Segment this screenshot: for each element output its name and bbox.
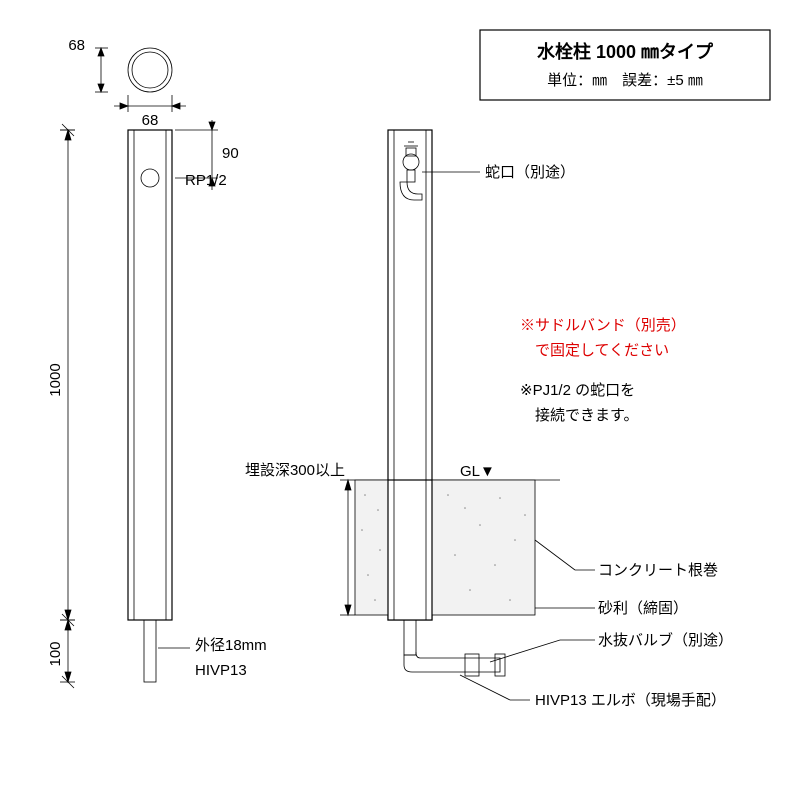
section-circle (128, 48, 172, 92)
dim-faucet-offset: 90 (222, 145, 239, 162)
note-red1: ※サドルバンド（別売） (520, 317, 686, 334)
gl-label: GL▼ (460, 463, 495, 480)
pipe-spec: HIVP13 (195, 662, 247, 679)
title-main: 水栓柱 1000 ㎜タイプ (537, 41, 714, 62)
dim-pipe-below: 100 (47, 641, 64, 666)
note-black1: ※PJ1/2 の蛇口を (520, 382, 635, 399)
front-column (128, 130, 172, 620)
dim-top-height: 68 (68, 37, 85, 54)
pipe-od: 外径18mm (195, 637, 267, 654)
drain-valve-label: 水抜バルブ（別途） (598, 631, 733, 649)
dim-top-width: 68 (142, 112, 159, 129)
bottom-pipe-side (404, 620, 505, 676)
faucet-label: 蛇口（別途） (485, 164, 575, 181)
elbow-label: HIVP13 エルボ（現場手配） (535, 692, 726, 709)
note-black2: 接続できます。 (520, 407, 639, 424)
concrete-label: コンクリート根巻 (598, 562, 718, 579)
concrete-block (355, 480, 535, 615)
dim-height: 1000 (47, 363, 64, 396)
bottom-pipe-front (144, 620, 156, 682)
thread-spec: RP1/2 (185, 172, 227, 189)
title-sub: 単位：㎜ 誤差：±5 ㎜ (547, 72, 703, 89)
gravel-label: 砂利（締固） (598, 600, 688, 617)
bury-depth: 埋設深300以上 (245, 462, 345, 479)
faucet-icon (400, 142, 422, 200)
note-red2: で固定してください (520, 342, 669, 359)
